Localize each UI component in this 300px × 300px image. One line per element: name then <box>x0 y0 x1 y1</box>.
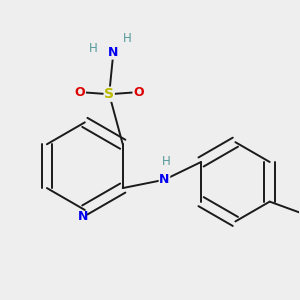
Text: H: H <box>89 42 98 55</box>
Text: N: N <box>159 173 170 186</box>
Text: N: N <box>108 46 118 59</box>
Text: O: O <box>133 85 144 99</box>
Text: O: O <box>75 85 85 99</box>
Text: H: H <box>162 155 171 169</box>
Text: N: N <box>77 210 88 223</box>
Text: H: H <box>122 32 131 45</box>
Text: S: S <box>104 87 114 101</box>
